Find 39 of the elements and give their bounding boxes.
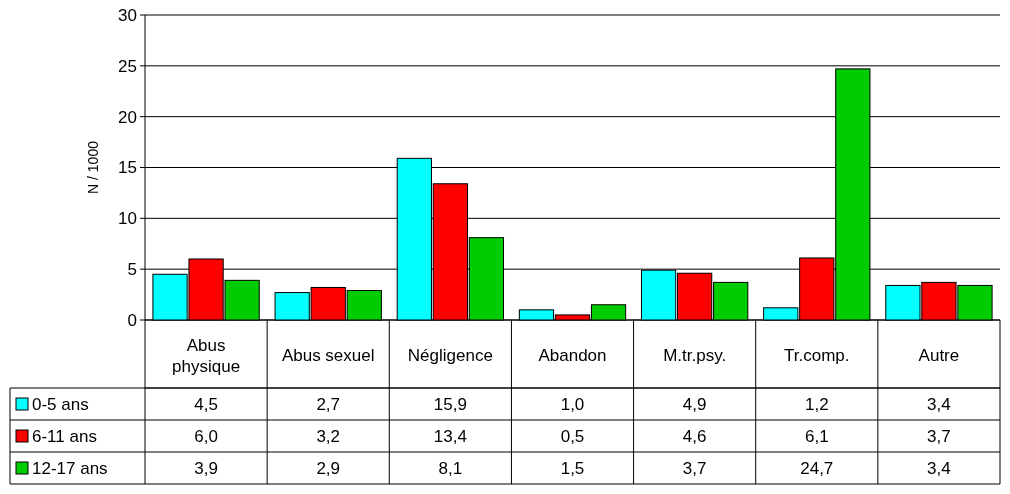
data-label: 3,2 — [316, 426, 341, 446]
y-tick-label: 10 — [118, 209, 137, 229]
data-label: 3,9 — [194, 458, 218, 478]
data-label: 13,4 — [433, 426, 467, 446]
data-label: 8,1 — [438, 458, 463, 478]
data-label: 4,5 — [194, 394, 218, 414]
y-tick-label: 5 — [127, 260, 137, 280]
data-label: 1,0 — [560, 394, 585, 414]
x-tick-label: Abus sexuel — [281, 345, 375, 365]
data-label: 3,4 — [927, 394, 951, 414]
data-label: 3,7 — [927, 426, 951, 446]
x-tick-label: Négligence — [407, 345, 493, 365]
y-tick-label: 25 — [118, 56, 137, 76]
legend-label: 0-5 ans — [32, 394, 89, 414]
data-label: 4,6 — [682, 426, 707, 446]
data-label: 1,2 — [804, 394, 829, 414]
y-axis-title: N / 1000 — [85, 140, 101, 194]
legend-label: 6-11 ans — [32, 426, 97, 446]
data-label: 2,9 — [316, 458, 341, 478]
data-label: 6,1 — [804, 426, 829, 446]
x-tick-label: Autre — [918, 345, 960, 365]
x-tick-label: Abus physique — [172, 335, 241, 376]
y-tick-label: 15 — [118, 158, 137, 178]
x-tick-label: M.tr.psy. — [663, 345, 727, 365]
y-tick-label: 0 — [127, 310, 137, 330]
data-label: 6,0 — [194, 426, 218, 446]
data-label: 2,7 — [316, 394, 341, 414]
x-tick-label: Tr.comp. — [784, 345, 850, 365]
data-label: 3,4 — [927, 458, 951, 478]
data-label: 3,7 — [682, 458, 707, 478]
data-label: 0,5 — [560, 426, 585, 446]
data-label: 24,7 — [800, 458, 834, 478]
y-tick-label: 30 — [118, 5, 137, 25]
legend-label: 12-17 ans — [32, 458, 108, 478]
data-label: 4,9 — [682, 394, 707, 414]
data-label: 1,5 — [560, 458, 585, 478]
data-label: 15,9 — [433, 394, 467, 414]
x-tick-label: Abandon — [538, 345, 607, 365]
y-tick-label: 20 — [118, 107, 137, 127]
